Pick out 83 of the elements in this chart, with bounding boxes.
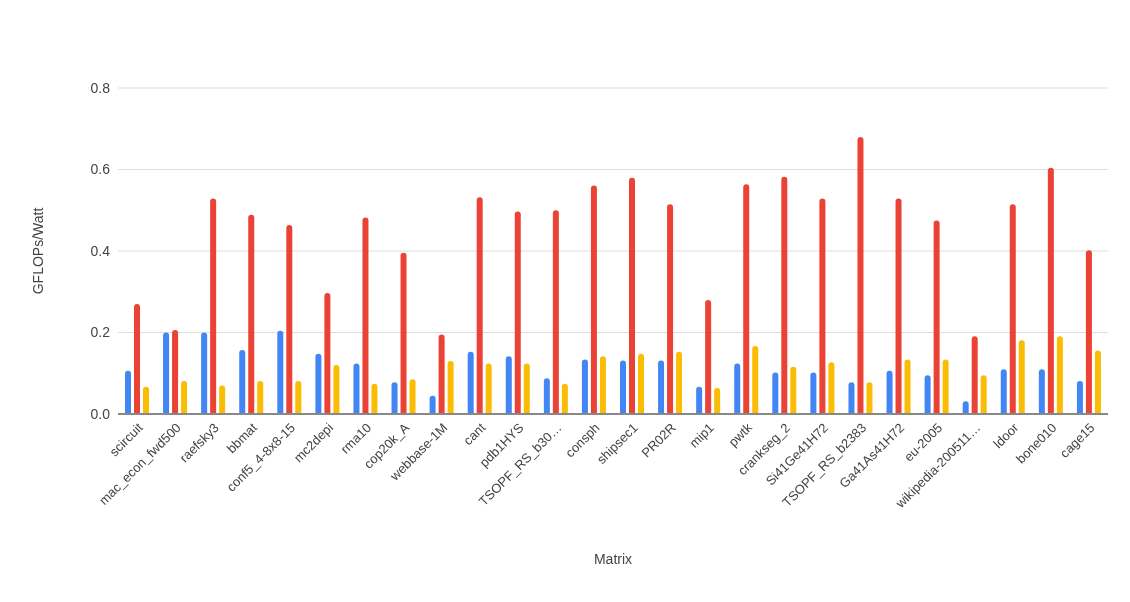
bar — [629, 177, 635, 414]
bar — [705, 299, 712, 414]
bar — [324, 292, 331, 414]
bar — [400, 252, 407, 414]
bar — [904, 359, 911, 414]
bar — [581, 359, 588, 414]
bar — [409, 379, 416, 414]
bar — [163, 332, 170, 414]
bar — [277, 330, 284, 414]
bar — [886, 370, 893, 414]
bar — [143, 386, 149, 414]
bar — [485, 363, 492, 414]
bar — [438, 334, 445, 414]
bar — [1085, 250, 1092, 414]
bar — [772, 372, 779, 414]
bar — [505, 356, 512, 414]
bar — [1018, 340, 1025, 414]
bar — [1047, 167, 1054, 414]
bar — [942, 359, 949, 414]
bar — [210, 198, 217, 414]
bar — [125, 370, 131, 414]
bar — [924, 375, 931, 414]
bar — [638, 353, 644, 414]
bar — [248, 214, 255, 414]
y-tick-label: 0.2 — [90, 324, 111, 341]
y-tick-label: 0.4 — [90, 242, 111, 259]
bar — [295, 380, 302, 414]
bar — [172, 330, 179, 414]
bar — [523, 363, 530, 414]
bar — [848, 382, 855, 414]
bar — [362, 217, 369, 414]
bar — [286, 224, 293, 414]
bar — [333, 365, 340, 414]
bar — [734, 363, 741, 414]
bar — [743, 184, 750, 414]
bar — [971, 336, 978, 414]
bar — [933, 220, 940, 414]
bar — [857, 136, 864, 414]
bar — [391, 382, 398, 414]
bar — [590, 185, 597, 414]
bar — [781, 176, 788, 414]
bar — [561, 383, 568, 414]
bar — [1094, 350, 1101, 414]
bar — [895, 198, 902, 414]
bar — [667, 204, 674, 414]
bar — [714, 387, 721, 414]
bar — [819, 198, 826, 414]
bar — [1038, 369, 1045, 414]
bar — [620, 360, 626, 414]
bar — [552, 210, 559, 414]
bar — [447, 361, 454, 414]
bar — [467, 351, 474, 414]
bar — [1076, 380, 1083, 414]
bar — [1056, 336, 1063, 414]
x-axis-title: Matrix — [593, 551, 633, 567]
y-tick-label: 0.0 — [90, 405, 111, 422]
bar — [257, 380, 264, 414]
bar — [315, 353, 322, 414]
bar — [201, 332, 208, 414]
bar — [658, 360, 665, 414]
bar — [828, 362, 835, 414]
bar — [752, 345, 759, 414]
bar — [676, 351, 683, 414]
bar — [1009, 204, 1016, 414]
y-tick-label: 0.8 — [90, 79, 111, 96]
bar — [134, 303, 140, 414]
bar — [514, 211, 521, 414]
bar — [239, 350, 246, 414]
bar — [866, 382, 873, 414]
y-tick-label: 0.6 — [90, 161, 111, 178]
bar — [696, 386, 703, 414]
bar — [790, 366, 797, 414]
bar — [543, 378, 550, 414]
bar — [980, 375, 987, 414]
bar — [476, 197, 483, 414]
y-axis-title: GFLOPs/Watt — [29, 207, 46, 295]
bar — [1000, 369, 1007, 414]
bar — [599, 356, 606, 414]
bar — [810, 372, 817, 414]
bar — [219, 385, 226, 414]
bar — [353, 363, 360, 414]
bar — [181, 380, 188, 414]
bar — [371, 383, 378, 414]
